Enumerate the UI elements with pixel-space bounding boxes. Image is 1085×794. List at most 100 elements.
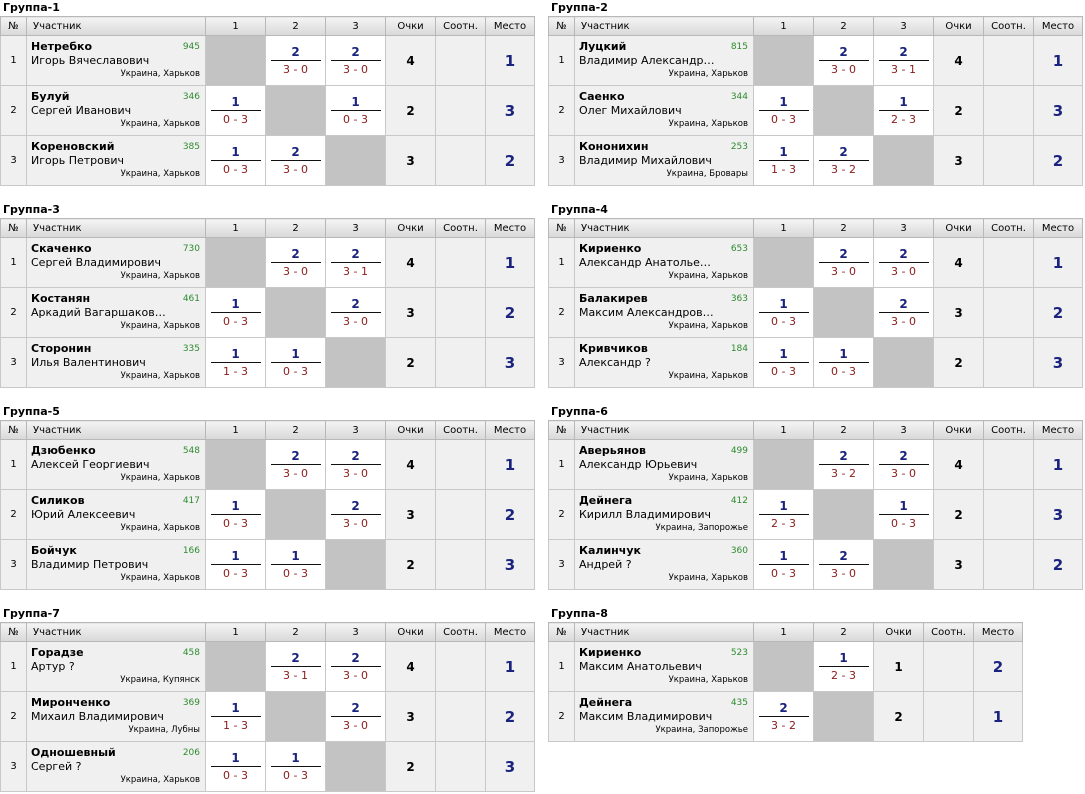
header-place[interactable]: Место — [1033, 218, 1083, 238]
header-ratio[interactable]: Соотн. — [435, 420, 486, 440]
player-cell[interactable]: Кореновский Игорь Петрович 385 Украина, Хар… — [26, 135, 206, 186]
player-surname[interactable]: Скаченко — [31, 242, 92, 255]
header-num[interactable]: № — [0, 622, 27, 642]
header-player[interactable]: Участник — [26, 16, 206, 36]
header-ratio[interactable]: Соотн. — [983, 218, 1034, 238]
match-result-cell[interactable]: 2 3 - 0 — [813, 539, 874, 590]
header-player[interactable]: Участник — [574, 420, 754, 440]
player-cell[interactable]: Миронченко Михаил Владимирович 369 Украина,… — [26, 691, 206, 742]
header-opponent-col[interactable]: 2 — [813, 16, 874, 36]
header-opponent-col[interactable]: 1 — [205, 420, 266, 440]
header-player[interactable]: Участник — [26, 622, 206, 642]
match-result-cell[interactable]: 2 3 - 0 — [265, 439, 326, 490]
player-cell[interactable]: Костанян Аркадий Вагаршакович 461 Украина, … — [26, 287, 206, 338]
player-cell[interactable]: Одношевный Сергей ? 206 Украина, Харьков — [26, 741, 206, 792]
match-result-cell[interactable]: 1 0 - 3 — [753, 85, 814, 136]
header-opponent-col[interactable]: 2 — [265, 622, 326, 642]
player-cell[interactable]: Дейнега Кирилл Владимирович 412 Украина, За… — [574, 489, 754, 540]
match-result-cell[interactable]: 2 3 - 0 — [325, 287, 386, 338]
header-points[interactable]: Очки — [385, 16, 436, 36]
player-surname[interactable]: Сторонин — [31, 342, 92, 355]
match-result-cell[interactable]: 2 3 - 0 — [873, 237, 934, 288]
header-opponent-col[interactable]: 1 — [753, 16, 814, 36]
player-surname[interactable]: Аверьянов — [579, 444, 646, 457]
match-result-cell[interactable]: 2 3 - 0 — [325, 439, 386, 490]
player-cell[interactable]: Дейнега Максим Владимирович 435 Украина, За… — [574, 691, 754, 742]
player-cell[interactable]: Бойчук Владимир Петрович 166 Украина, Харьк… — [26, 539, 206, 590]
player-surname[interactable]: Горадзе — [31, 646, 84, 659]
player-surname[interactable]: Дзюбенко — [31, 444, 96, 457]
header-num[interactable]: № — [548, 420, 575, 440]
player-surname[interactable]: Костанян — [31, 292, 91, 305]
player-surname[interactable]: Кореновский — [31, 140, 115, 153]
match-result-cell[interactable]: 1 0 - 3 — [265, 741, 326, 792]
header-ratio[interactable]: Соотн. — [435, 16, 486, 36]
header-opponent-col[interactable]: 3 — [873, 16, 934, 36]
header-player[interactable]: Участник — [574, 16, 754, 36]
header-player[interactable]: Участник — [574, 622, 754, 642]
player-cell[interactable]: Саенко Олег Михайлович 344 Украина, Харьков — [574, 85, 754, 136]
player-cell[interactable]: Кириенко Александр Анатольевич 653 Украина,… — [574, 237, 754, 288]
match-result-cell[interactable]: 1 0 - 3 — [205, 135, 266, 186]
player-surname[interactable]: Балакирев — [579, 292, 648, 305]
match-result-cell[interactable]: 1 0 - 3 — [265, 337, 326, 388]
player-cell[interactable]: Балакирев Максим Александрович 363 Украина,… — [574, 287, 754, 338]
match-result-cell[interactable]: 2 3 - 0 — [873, 287, 934, 338]
header-opponent-col[interactable]: 1 — [205, 218, 266, 238]
match-result-cell[interactable]: 1 2 - 3 — [873, 85, 934, 136]
player-surname[interactable]: Кривчиков — [579, 342, 648, 355]
header-opponent-col[interactable]: 1 — [753, 218, 814, 238]
player-cell[interactable]: Булуй Сергей Иванович 346 Украина, Харьков — [26, 85, 206, 136]
player-surname[interactable]: Калинчук — [579, 544, 641, 557]
player-cell[interactable]: Дзюбенко Алексей Георгиевич 548 Украина, Ха… — [26, 439, 206, 490]
match-result-cell[interactable]: 1 0 - 3 — [753, 287, 814, 338]
header-ratio[interactable]: Соотн. — [923, 622, 974, 642]
header-place[interactable]: Место — [973, 622, 1023, 642]
player-surname[interactable]: Силиков — [31, 494, 85, 507]
header-opponent-col[interactable]: 3 — [325, 16, 386, 36]
header-num[interactable]: № — [548, 622, 575, 642]
header-place[interactable]: Место — [485, 16, 535, 36]
match-result-cell[interactable]: 2 3 - 0 — [325, 35, 386, 86]
match-result-cell[interactable]: 1 2 - 3 — [753, 489, 814, 540]
player-cell[interactable]: Силиков Юрий Алексеевич 417 Украина, Харько… — [26, 489, 206, 540]
match-result-cell[interactable]: 2 3 - 0 — [325, 641, 386, 692]
header-opponent-col[interactable]: 1 — [753, 420, 814, 440]
match-result-cell[interactable]: 1 0 - 3 — [205, 85, 266, 136]
match-result-cell[interactable]: 2 3 - 0 — [265, 135, 326, 186]
player-surname[interactable]: Саенко — [579, 90, 625, 103]
header-ratio[interactable]: Соотн. — [983, 420, 1034, 440]
header-ratio[interactable]: Соотн. — [983, 16, 1034, 36]
match-result-cell[interactable]: 2 3 - 0 — [325, 489, 386, 540]
header-points[interactable]: Очки — [873, 622, 924, 642]
match-result-cell[interactable]: 1 0 - 3 — [753, 337, 814, 388]
match-result-cell[interactable]: 2 3 - 1 — [265, 641, 326, 692]
header-points[interactable]: Очки — [385, 622, 436, 642]
player-surname[interactable]: Одношевный — [31, 746, 116, 759]
header-place[interactable]: Место — [485, 218, 535, 238]
match-result-cell[interactable]: 1 1 - 3 — [753, 135, 814, 186]
header-player[interactable]: Участник — [26, 218, 206, 238]
match-result-cell[interactable]: 2 3 - 0 — [265, 237, 326, 288]
header-place[interactable]: Место — [485, 622, 535, 642]
header-num[interactable]: № — [0, 420, 27, 440]
player-cell[interactable]: Луцкий Владимир Александро... 815 Украина, … — [574, 35, 754, 86]
match-result-cell[interactable]: 2 3 - 0 — [325, 691, 386, 742]
match-result-cell[interactable]: 2 3 - 2 — [813, 439, 874, 490]
header-place[interactable]: Место — [1033, 16, 1083, 36]
header-opponent-col[interactable]: 2 — [265, 16, 326, 36]
header-opponent-col[interactable]: 2 — [813, 622, 874, 642]
header-place[interactable]: Место — [485, 420, 535, 440]
header-points[interactable]: Очки — [385, 218, 436, 238]
player-cell[interactable]: Кириенко Максим Анатольевич 523 Украина, Ха… — [574, 641, 754, 692]
player-surname[interactable]: Миронченко — [31, 696, 111, 709]
player-surname[interactable]: Кириенко — [579, 242, 642, 255]
header-opponent-col[interactable]: 2 — [265, 218, 326, 238]
header-opponent-col[interactable]: 3 — [325, 218, 386, 238]
player-surname[interactable]: Кириенко — [579, 646, 642, 659]
player-cell[interactable]: Скаченко Сергей Владимирович 730 Украина, Х… — [26, 237, 206, 288]
match-result-cell[interactable]: 1 0 - 3 — [813, 337, 874, 388]
header-opponent-col[interactable]: 3 — [325, 420, 386, 440]
header-points[interactable]: Очки — [933, 16, 984, 36]
match-result-cell[interactable]: 1 0 - 3 — [205, 539, 266, 590]
